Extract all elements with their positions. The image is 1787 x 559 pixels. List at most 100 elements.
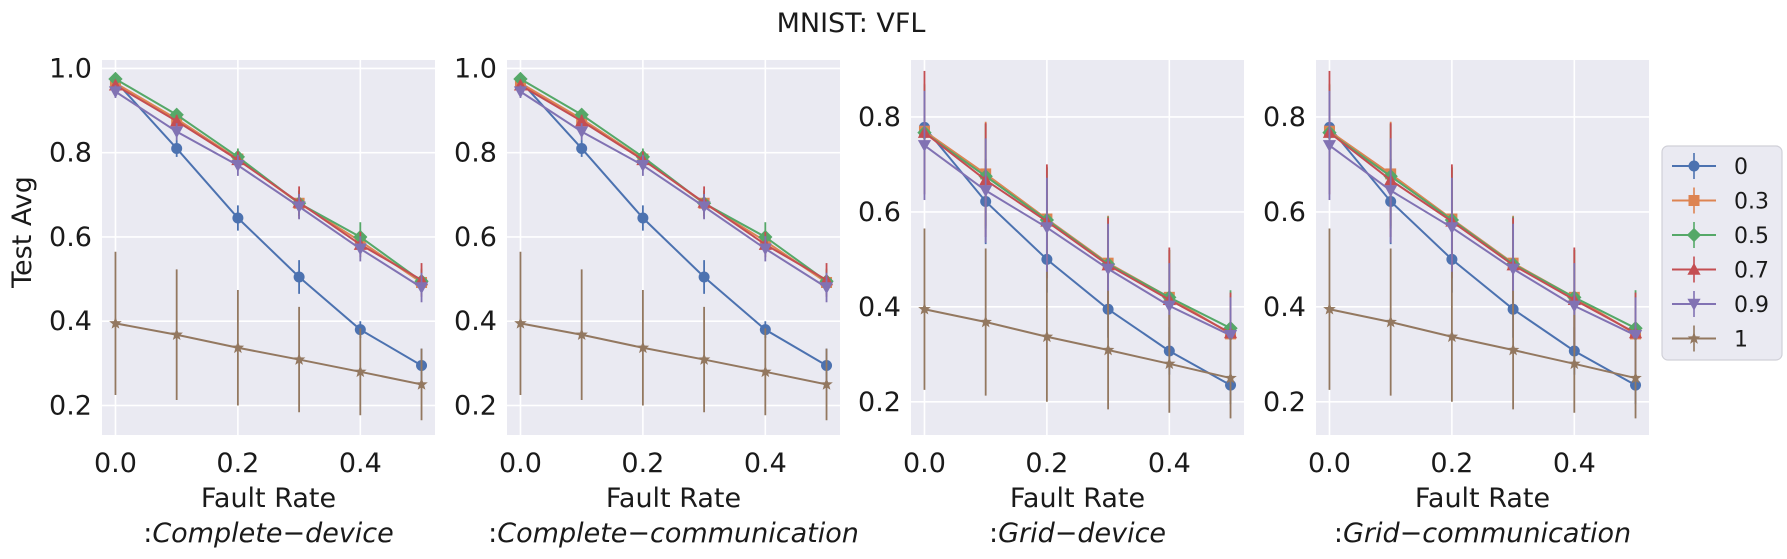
data-point [354, 365, 367, 378]
x-tick-label: 0.0 [499, 448, 542, 479]
y-axis-label: Test Avg [7, 176, 38, 289]
legend-entry: 1 [1672, 325, 1748, 353]
series-line [923, 144, 1231, 337]
data-point [1101, 263, 1115, 276]
subtitle-prefix: : [143, 518, 152, 549]
y-tick-label: 0.2 [858, 387, 901, 418]
x-tick-label: 0.0 [903, 448, 946, 479]
y-tick-label: 0.6 [1263, 197, 1306, 228]
data-point [170, 328, 183, 341]
data-point [414, 282, 429, 295]
legend-marker [1688, 195, 1700, 206]
data-point [1101, 343, 1115, 356]
y-tick-label: 0.4 [454, 306, 497, 337]
data-point [636, 341, 650, 354]
data-point [415, 377, 428, 390]
data-point [1040, 222, 1054, 235]
subtitle-text: Grid−device [998, 518, 1166, 549]
series-line [1329, 308, 1636, 380]
data-point [108, 86, 123, 99]
legend: 0 0.3 0.5 0.7 0.9 1 [1661, 145, 1783, 361]
legend-label: 1 [1734, 328, 1748, 353]
panel-subtitle: :Grid−communication [1334, 518, 1631, 549]
x-axis-label: Fault Rate [1415, 483, 1550, 514]
legend-marker [1687, 331, 1701, 344]
data-point [293, 271, 305, 283]
data-point [109, 316, 122, 329]
y-tick-label: 0.8 [49, 138, 92, 169]
legend-label: 0 [1734, 155, 1748, 180]
legend-marker [1687, 298, 1701, 311]
y-tick-label: 0.8 [1263, 102, 1306, 133]
x-axis-label: Fault Rate [606, 483, 741, 514]
x-tick-label: 0.0 [1308, 448, 1351, 479]
y-tick-label: 0.4 [1263, 292, 1306, 323]
data-point [1567, 300, 1581, 313]
series-line [924, 308, 1231, 380]
data-point [353, 243, 367, 256]
data-point [1384, 315, 1397, 328]
y-tick-label: 0.2 [49, 391, 92, 422]
panel-subtitle: :Complete−communication [488, 518, 859, 549]
data-point [1445, 330, 1459, 343]
subtitle-prefix: : [1334, 518, 1343, 549]
data-point [820, 377, 833, 390]
x-tick-label: 0.2 [1430, 448, 1473, 479]
x-tick-label: 0.2 [216, 448, 259, 479]
data-point [759, 365, 772, 378]
data-point [513, 86, 528, 99]
y-tick-label: 0.8 [858, 102, 901, 133]
data-point [1323, 302, 1336, 315]
data-point [231, 160, 245, 172]
x-tick-label: 0.2 [621, 448, 664, 479]
series-line [115, 322, 422, 386]
series-line [519, 90, 828, 289]
legend-entry: 0.3 [1672, 187, 1769, 215]
series-line [520, 322, 827, 386]
series-1 [514, 251, 833, 421]
series-line [1328, 126, 1637, 387]
data-point [1384, 185, 1398, 198]
data-point [1162, 300, 1176, 313]
figure-title: MNIST: VFL [777, 8, 926, 39]
subtitle-text: Grid−communication [1343, 518, 1631, 549]
series-line [519, 84, 828, 281]
data-point [979, 185, 993, 198]
legend-entry: 0 [1672, 153, 1748, 180]
legend-label: 0.7 [1734, 259, 1769, 284]
data-point [1445, 222, 1459, 235]
data-point [1224, 371, 1237, 384]
legend-marker [1686, 227, 1702, 243]
data-point [636, 160, 650, 172]
subtitle-text: Complete−device [152, 518, 393, 549]
series-line [923, 126, 1232, 387]
x-axis-label: Fault Rate [201, 483, 336, 514]
y-tick-label: 0.2 [454, 391, 497, 422]
y-tick-label: 0.4 [858, 292, 901, 323]
x-tick-label: 0.2 [1025, 448, 1068, 479]
data-point [231, 341, 245, 354]
series-line [923, 131, 1232, 334]
series-line [114, 84, 423, 281]
y-tick-label: 0.8 [454, 138, 497, 169]
y-tick-label: 0.6 [454, 222, 497, 253]
series-line [1328, 144, 1636, 337]
legend-label: 0.9 [1734, 293, 1769, 318]
series-1 [109, 251, 428, 421]
y-tick-label: 1.0 [49, 53, 92, 84]
data-point [1629, 371, 1642, 384]
x-tick-label: 0.4 [339, 448, 382, 479]
data-point [170, 114, 184, 127]
panel-subtitle: :Grid−device [989, 518, 1166, 549]
legend-marker [1687, 262, 1701, 275]
x-axis-label: Fault Rate [1010, 483, 1145, 514]
data-point [292, 201, 306, 214]
series-1 [918, 228, 1237, 419]
subtitle-prefix: : [488, 518, 497, 549]
